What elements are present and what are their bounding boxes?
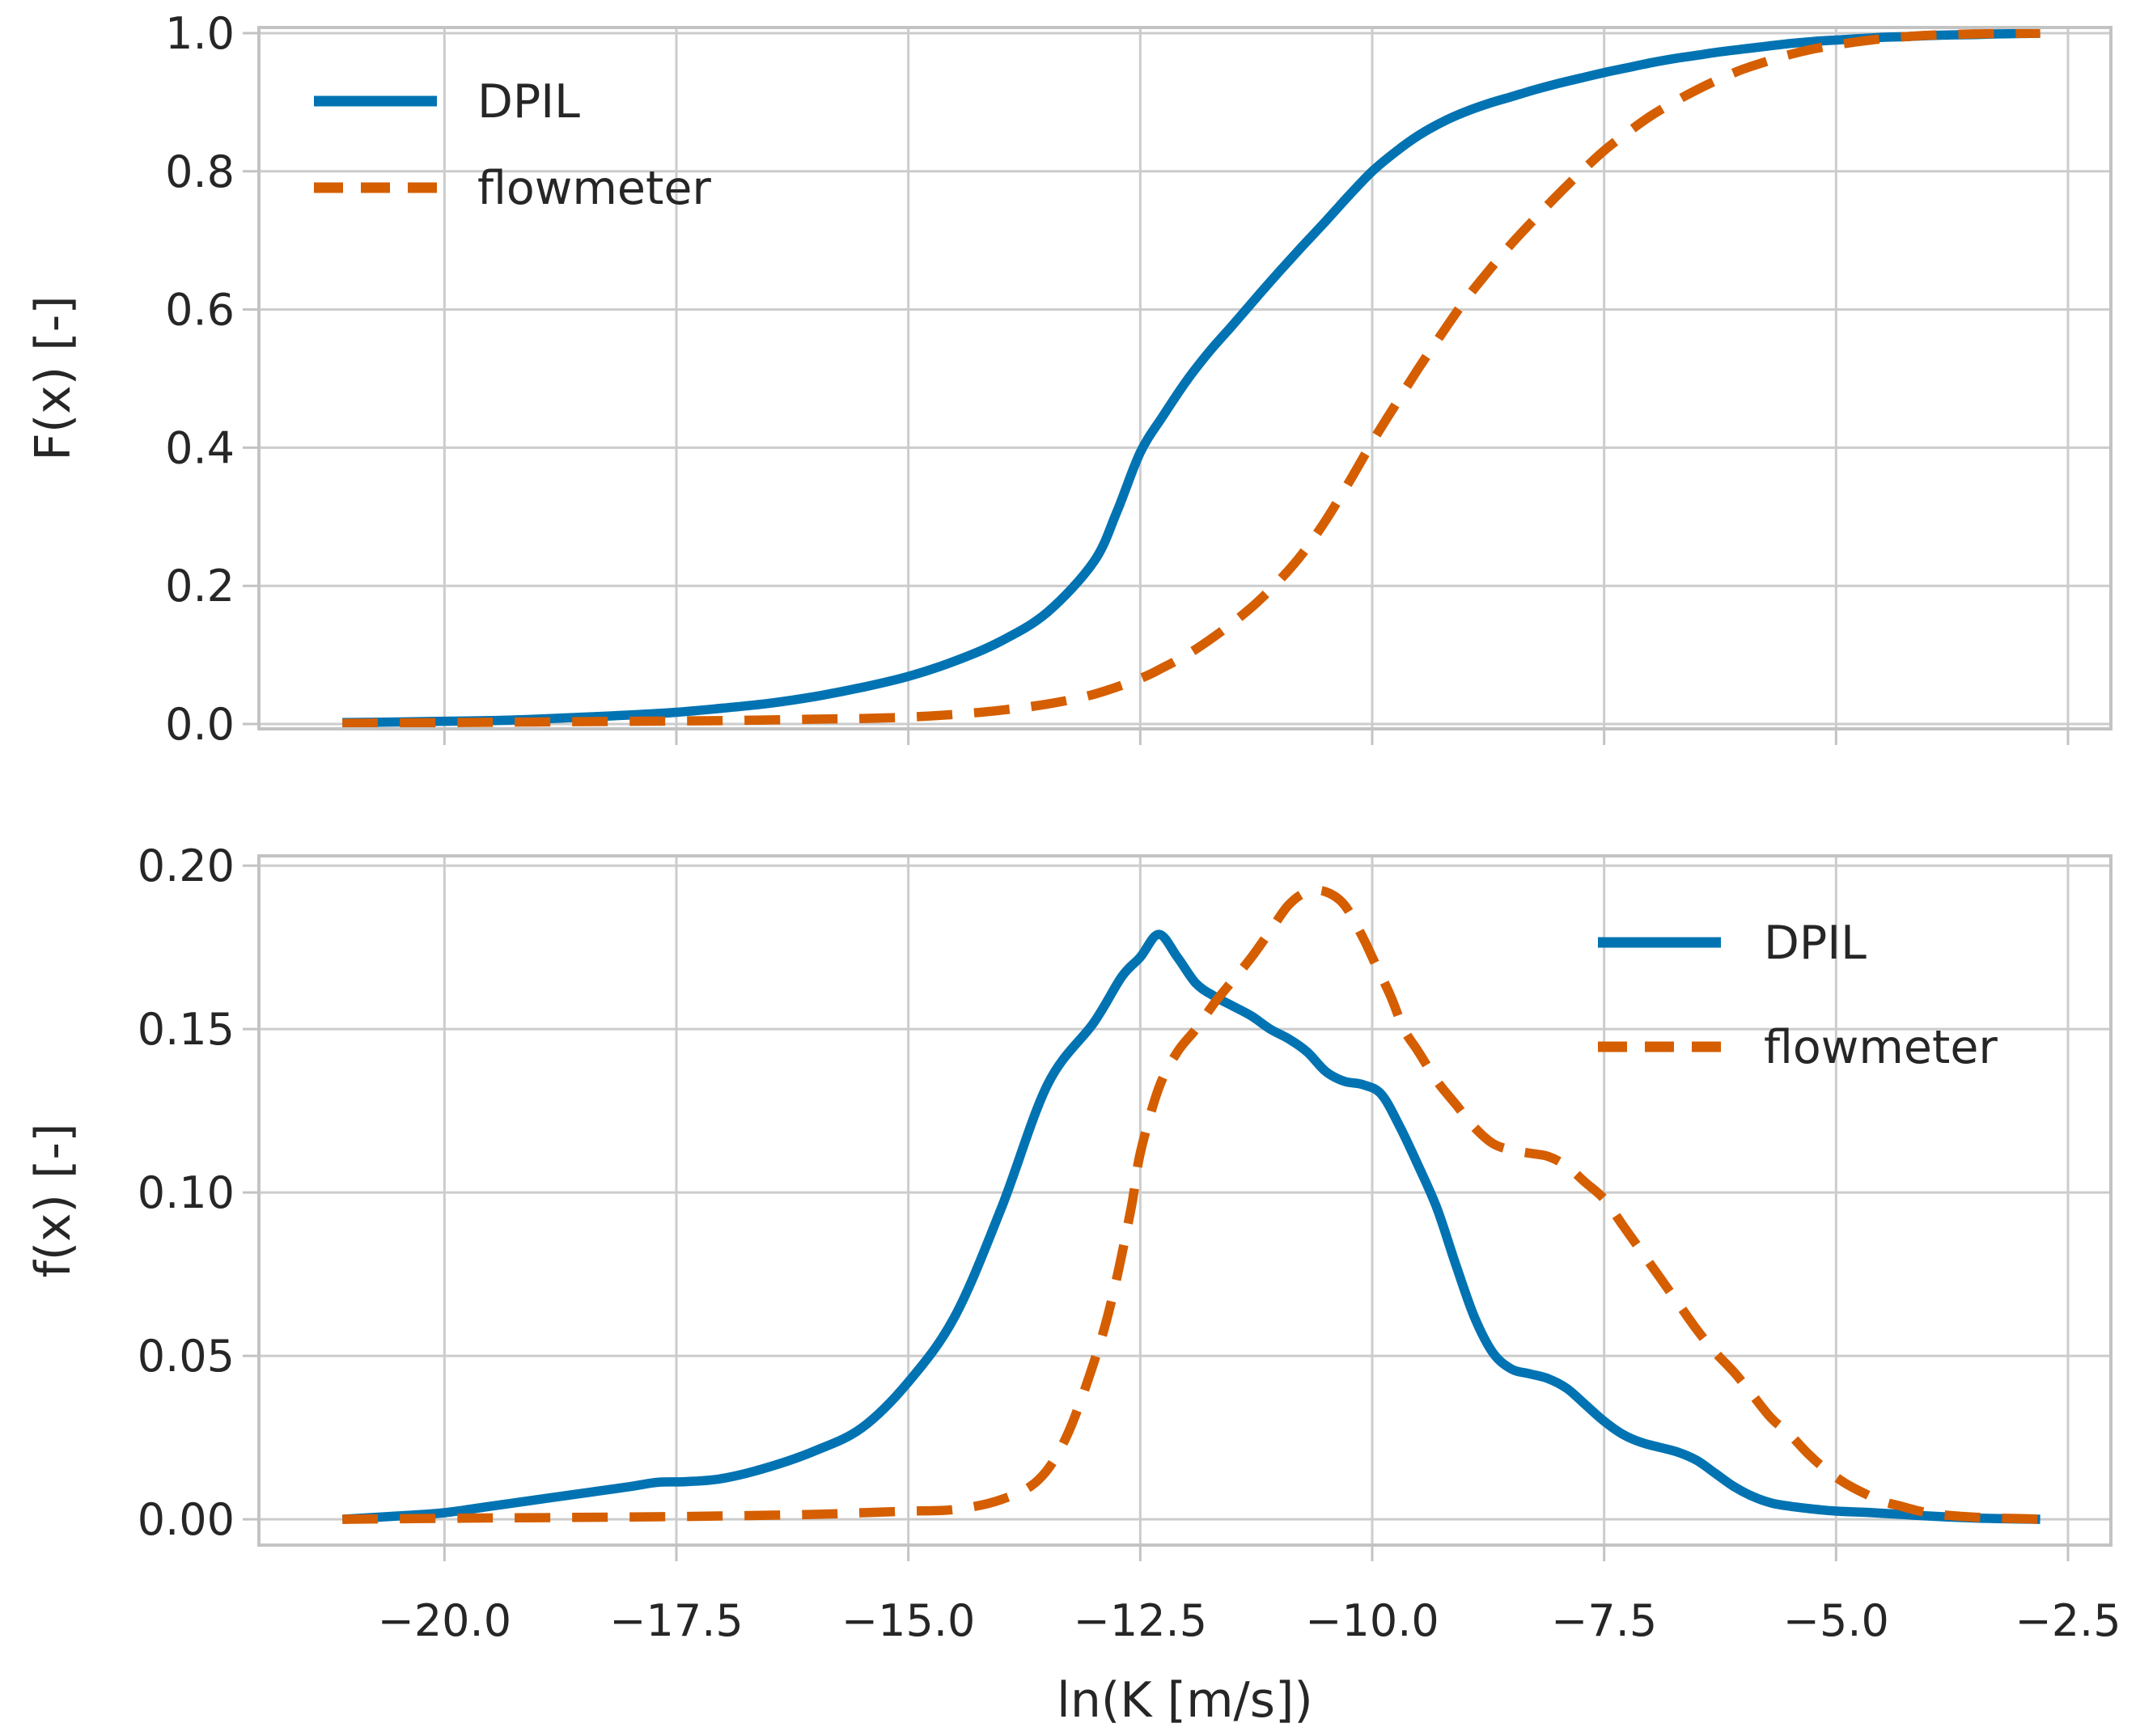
y-tick-label: 1.0: [165, 8, 235, 59]
grid: [259, 856, 2111, 1545]
y-tick-label: 0.10: [138, 1167, 235, 1218]
ticks: [243, 864, 2070, 1561]
legend-label-dpil: DPIL: [477, 75, 580, 129]
legend: DPIL flowmeter: [1598, 917, 1998, 1074]
y-tick-label: 0.6: [165, 285, 235, 336]
legend-label-flowmeter: flowmeter: [1764, 1021, 1998, 1074]
y-tick-label: 0.4: [165, 422, 235, 473]
x-tick-label: −17.5: [609, 1595, 743, 1646]
x-tick-label: −7.5: [1551, 1595, 1657, 1646]
legend-item-flowmeter: flowmeter: [314, 162, 711, 215]
y-tick-label: 0.20: [138, 840, 235, 891]
y-tick-label: 0.15: [138, 1004, 235, 1055]
legend-label-dpil: DPIL: [1764, 917, 1867, 970]
plot-spines: [257, 26, 2112, 730]
legend-item-dpil: DPIL: [1598, 917, 1867, 970]
x-tick-label: −10.0: [1305, 1595, 1439, 1646]
pdf-subplot: 0.00 0.05 0.10 0.15 0.20 −20.0 −17.5 −15.0 −12.5…: [25, 840, 2121, 1729]
legend-label-flowmeter: flowmeter: [477, 162, 711, 215]
ticks: [243, 32, 2070, 745]
cdf-subplot: 0.0 0.2 0.4 0.6 0.8 1.0 F(x) [-] DPIL flowmeter: [25, 8, 2112, 750]
y-tick-label: 0.05: [138, 1331, 235, 1382]
cdf-flowmeter-curve: [342, 28, 2040, 728]
x-tick-label: −5.0: [1783, 1595, 1889, 1646]
x-axis-label: ln(K [m/s]): [1057, 1672, 1313, 1729]
legend: DPIL flowmeter: [314, 75, 711, 215]
pdf-dpil-curve: [341, 929, 2040, 1524]
pdf-flowmeter-curve: [342, 885, 2040, 1524]
legend-item-dpil: DPIL: [314, 75, 580, 129]
y-tick-label: 0.8: [165, 146, 235, 197]
plot-spines: [257, 854, 2112, 1547]
legend-item-flowmeter: flowmeter: [1598, 1021, 1998, 1074]
y-tick-label: 0.0: [165, 699, 235, 750]
y-tick-label: 0.00: [138, 1494, 235, 1545]
y-tick-label: 0.2: [165, 561, 235, 612]
x-tick-label: −12.5: [1074, 1595, 1207, 1646]
y-axis-label: F(x) [-]: [25, 295, 82, 460]
cdf-dpil-curve: [342, 28, 2040, 728]
x-tick-label: −15.0: [841, 1595, 975, 1646]
y-axis-label: f(x) [-]: [25, 1124, 82, 1278]
grid: [259, 28, 2111, 729]
x-tick-label: −20.0: [378, 1595, 511, 1646]
x-tick-label: −2.5: [2015, 1595, 2121, 1646]
